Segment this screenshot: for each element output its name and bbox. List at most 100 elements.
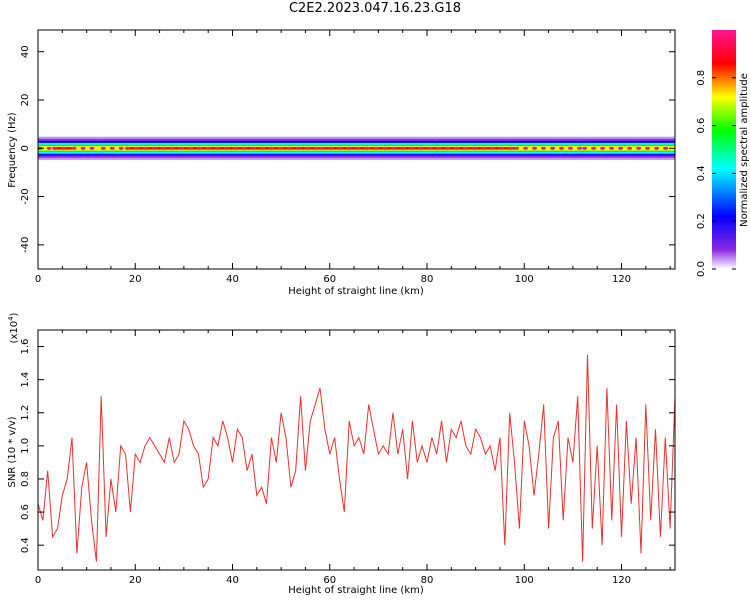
band-layer <box>125 146 321 150</box>
band-peak <box>215 146 221 150</box>
band-peak <box>278 146 284 150</box>
colorbar-tick-label: 0.2 <box>696 213 707 229</box>
band-peak <box>654 146 660 150</box>
snr-frame <box>37 329 676 571</box>
x-tick-label: 100 <box>515 575 534 586</box>
band-peak <box>541 146 547 150</box>
band-peak <box>400 146 406 150</box>
band-peak <box>550 146 556 150</box>
band-peak <box>373 146 379 150</box>
band-peak <box>337 146 343 150</box>
band-peak <box>591 146 597 150</box>
band-peak <box>490 146 496 150</box>
band-peak <box>436 146 442 150</box>
band-peak <box>170 146 176 150</box>
band-peak <box>609 146 615 150</box>
y-tick-label: 1.4 <box>20 372 31 388</box>
spectrogram-ticks: 0 20 40 60 80 100 120 -40 -20 0 20 40 <box>20 30 675 285</box>
colorbar-label: Normalized spectral amplitude <box>739 73 750 227</box>
band-peak <box>319 146 325 150</box>
band-peak <box>260 146 266 150</box>
band-peak <box>627 146 633 150</box>
band-peak <box>143 146 149 150</box>
snr-x-label: Height of straight line (km) <box>288 585 424 596</box>
y-tick-label: 1.2 <box>20 405 31 421</box>
colorbar-tick-label: 0.8 <box>696 70 707 86</box>
band-peak <box>472 146 478 150</box>
band-peak <box>600 146 606 150</box>
x-tick-label: 40 <box>226 575 239 586</box>
colorbar: 0.0 0.2 0.4 0.6 0.8 Normalized spectral ampl… <box>696 30 750 277</box>
band-peak <box>645 146 651 150</box>
band-peak <box>46 146 52 150</box>
snr-y-label: SNR (10 * v/v) <box>7 416 18 487</box>
x-tick-label: 60 <box>323 274 336 285</box>
band-peak <box>161 146 167 150</box>
band-peak <box>427 146 433 150</box>
band-peak <box>296 146 302 150</box>
x-tick-label: 120 <box>612 575 631 586</box>
band-layer <box>72 146 102 150</box>
band-peak <box>328 146 334 150</box>
band-peak <box>80 146 86 150</box>
band-peak <box>618 146 624 150</box>
band-peak <box>523 146 529 150</box>
colorbar-gradient <box>712 30 736 269</box>
x-tick-label: 120 <box>612 274 631 285</box>
band-peak <box>314 146 320 150</box>
band-peak <box>206 146 212 150</box>
y-tick-label: 0.8 <box>20 471 31 487</box>
x-tick-label: 20 <box>129 575 142 586</box>
snr-panel: 0 20 40 60 80 100 120 0.4 0.6 0.8 1.0 1.2 1.4 1.6 Hei… <box>7 312 676 596</box>
x-tick-label: 0 <box>35 575 41 586</box>
band-peak <box>355 146 361 150</box>
band-layer <box>38 146 53 150</box>
x-tick-label: 60 <box>323 575 336 586</box>
y-tick-label: 0.4 <box>20 537 31 553</box>
spectral-band <box>38 136 675 160</box>
snr-y-multiplier: (x104) <box>7 312 20 343</box>
band-peak <box>409 146 415 150</box>
band-peak <box>391 146 397 150</box>
band-peak <box>197 146 203 150</box>
snr-ticks: 0 20 40 60 80 100 120 0.4 0.6 0.8 1.0 1.2 1.4 1.6 <box>20 330 675 586</box>
y-tick-label: 0.6 <box>20 504 31 520</box>
colorbar-tick-label: 0.4 <box>696 165 707 181</box>
band-peak <box>305 146 311 150</box>
band-peak <box>364 146 370 150</box>
x-tick-label: 0 <box>35 274 41 285</box>
y-tick-label: -20 <box>20 188 31 204</box>
y-tick-label: -40 <box>20 237 31 253</box>
band-peak <box>454 146 460 150</box>
band-peak <box>346 146 352 150</box>
colorbar-tick-label: 0.6 <box>696 118 707 134</box>
band-peak <box>577 146 583 150</box>
band-peak <box>663 146 669 150</box>
band-peak <box>559 146 565 150</box>
band-peak <box>233 146 239 150</box>
band-peak <box>582 146 588 150</box>
band-peak <box>125 146 131 150</box>
y-tick-label: 0 <box>20 145 31 151</box>
snr-series-line <box>38 354 675 562</box>
y-tick-label: 1.6 <box>20 339 31 355</box>
band-peak <box>418 146 424 150</box>
spectrogram-y-label: Frequency (Hz) <box>7 112 18 188</box>
x-tick-label: 80 <box>421 575 434 586</box>
band-peak <box>71 146 77 150</box>
x-tick-label: 80 <box>421 274 434 285</box>
band-peak <box>568 146 574 150</box>
band-peak <box>508 146 514 150</box>
x-tick-label: 40 <box>226 274 239 285</box>
spectrogram-frame <box>37 29 676 270</box>
band-peak <box>463 146 469 150</box>
band-peak <box>499 146 505 150</box>
band-peak <box>100 146 106 150</box>
spectrogram-x-label: Height of straight line (km) <box>288 286 424 297</box>
band-peak <box>109 146 115 150</box>
chart-title: C2E2.2023.047.16.23.G18 <box>288 1 462 16</box>
colorbar-ticks: 0.0 0.2 0.4 0.6 0.8 <box>696 70 736 277</box>
band-peak <box>179 146 185 150</box>
band-peak <box>382 146 388 150</box>
